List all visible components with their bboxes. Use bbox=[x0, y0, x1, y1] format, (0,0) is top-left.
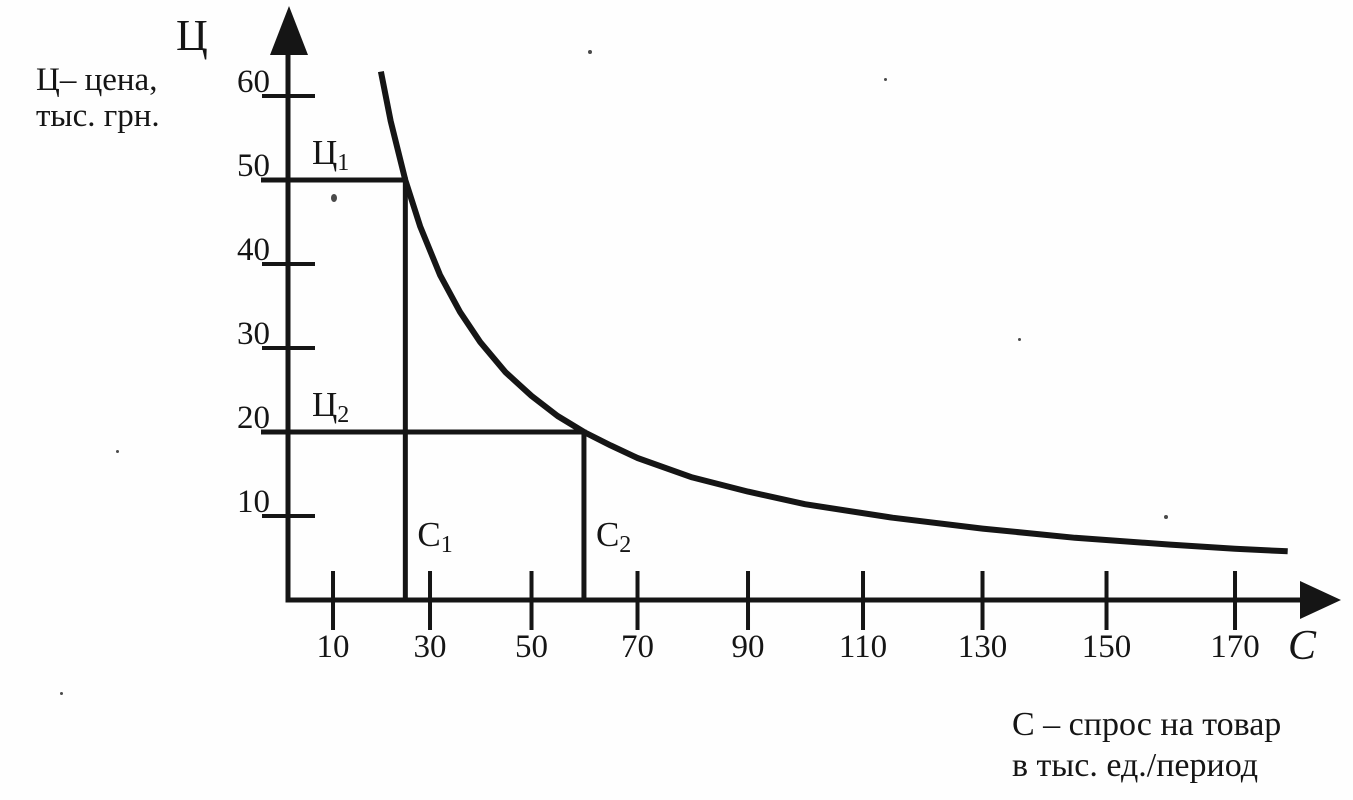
x-axis-tick-label-90: 90 bbox=[703, 631, 793, 664]
x-axis-caption: С – спрос на товар в тыс. ед./период bbox=[1012, 704, 1281, 786]
y-axis-caption-line1: Ц– цена, bbox=[36, 62, 158, 98]
y-axis-letter: Ц bbox=[176, 11, 208, 60]
demand-curve bbox=[377, 71, 1288, 555]
x-axis-tick-label-10: 10 bbox=[288, 631, 378, 664]
y-axis-tick-label-20: 20 bbox=[180, 402, 270, 435]
price-point-label-1: Ц1 bbox=[312, 135, 349, 181]
x-axis-tick-label-130: 130 bbox=[938, 631, 1028, 664]
x-axis-arrowhead bbox=[1300, 581, 1341, 619]
x-axis-letter: С bbox=[1288, 623, 1317, 669]
price-point-label-1-text: Ц bbox=[312, 133, 338, 172]
price-point-label-1-subscript: 1 bbox=[337, 150, 350, 176]
y-axis-tick-label-30-text: 30 bbox=[237, 316, 270, 352]
price-point-label-2-subscript: 2 bbox=[337, 402, 350, 428]
x-axis-tick-label-30: 30 bbox=[385, 631, 475, 664]
y-axis-tick-label-40-text: 40 bbox=[237, 232, 270, 268]
price-point-label-2: Ц2 bbox=[312, 387, 349, 433]
y-axis-tick-label-60: 60 bbox=[180, 66, 270, 99]
demand-point-label-2-subscript: 2 bbox=[619, 532, 632, 558]
y-axis-tick-label-10: 10 bbox=[180, 486, 270, 519]
demand-point-label-2: С2 bbox=[596, 517, 631, 563]
x-axis-tick-label-90-text: 90 bbox=[731, 629, 765, 665]
x-axis-tick-label-170-text: 170 bbox=[1210, 629, 1260, 665]
x-axis-tick-label-10-text: 10 bbox=[316, 629, 350, 665]
y-axis-tick-label-50: 50 bbox=[180, 150, 270, 183]
x-axis-tick-label-150: 150 bbox=[1062, 631, 1152, 664]
y-axis-tick-label-60-text: 60 bbox=[237, 64, 270, 100]
demand-point-label-2-text: С bbox=[595, 515, 620, 554]
x-axis-tick-label-50: 50 bbox=[487, 631, 577, 664]
x-axis-tick-label-70: 70 bbox=[593, 631, 683, 664]
demand-point-label-1-text: С bbox=[417, 515, 441, 554]
y-axis-caption-line2: тыс. грн. bbox=[36, 98, 160, 134]
price-point-label-2-text: Ц bbox=[312, 385, 338, 424]
y-axis-arrowhead bbox=[270, 6, 308, 55]
scan-speck bbox=[60, 692, 63, 695]
scan-speck bbox=[884, 78, 887, 81]
x-axis-tick-label-110: 110 bbox=[818, 631, 908, 664]
demand-point-label-1-subscript: 1 bbox=[440, 532, 453, 558]
y-axis-tick-label-10-text: 10 bbox=[237, 484, 270, 520]
x-axis-caption-line1: С – спрос на товар bbox=[1012, 706, 1282, 743]
scan-speck bbox=[116, 450, 119, 453]
y-axis-tick-label-50-text: 50 bbox=[237, 148, 270, 184]
y-axis-tick-label-40: 40 bbox=[180, 234, 270, 267]
demand-point-label-1: С1 bbox=[417, 517, 452, 563]
x-axis-tick-label-50-text: 50 bbox=[515, 629, 548, 665]
x-axis-tick-label-150-text: 150 bbox=[1081, 629, 1132, 665]
scan-speck bbox=[1018, 338, 1021, 341]
x-axis-tick-label-110-text: 110 bbox=[838, 629, 888, 665]
x-axis-tick-label-70-text: 70 bbox=[621, 629, 654, 665]
x-axis-tick-label-170: 170 bbox=[1190, 631, 1280, 664]
y-axis-tick-label-20-text: 20 bbox=[237, 400, 270, 436]
x-axis-tick-label-30-text: 30 bbox=[413, 629, 447, 665]
x-axis-caption-line2: в тыс. ед./период bbox=[1012, 747, 1259, 784]
y-axis-tick-label-30: 30 bbox=[180, 318, 270, 351]
scan-speck bbox=[331, 194, 337, 202]
scan-speck bbox=[1164, 515, 1168, 519]
y-axis-caption: Ц– цена, тыс. грн. bbox=[36, 62, 160, 134]
x-axis-tick-label-130-text: 130 bbox=[957, 629, 1008, 665]
scan-speck bbox=[588, 50, 592, 54]
